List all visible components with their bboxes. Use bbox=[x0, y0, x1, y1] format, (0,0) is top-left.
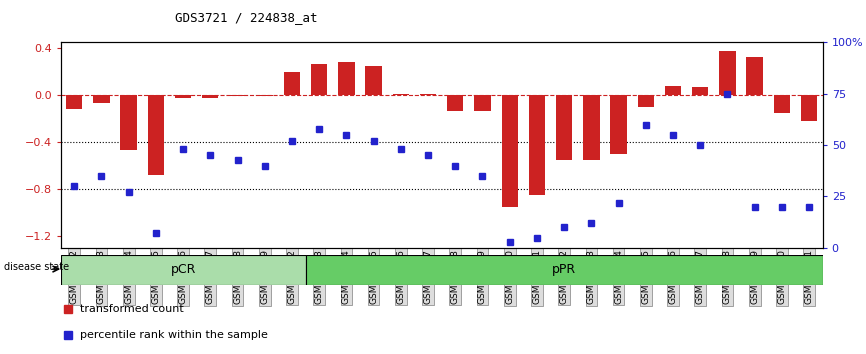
Bar bbox=[773, 95, 790, 113]
Text: percentile rank within the sample: percentile rank within the sample bbox=[80, 330, 268, 340]
Bar bbox=[801, 95, 818, 121]
Text: GDS3721 / 224838_at: GDS3721 / 224838_at bbox=[175, 11, 318, 24]
Bar bbox=[94, 95, 110, 103]
Bar bbox=[556, 95, 572, 160]
Text: transformed count: transformed count bbox=[80, 304, 184, 314]
Bar bbox=[447, 95, 463, 110]
Bar bbox=[501, 95, 518, 207]
Bar bbox=[746, 57, 763, 95]
Bar bbox=[611, 95, 627, 154]
Bar bbox=[311, 64, 327, 95]
Bar bbox=[529, 95, 545, 195]
Bar bbox=[475, 95, 491, 110]
Bar bbox=[120, 95, 137, 150]
Text: pPR: pPR bbox=[552, 263, 576, 276]
Bar bbox=[665, 86, 682, 95]
Text: pCR: pCR bbox=[171, 263, 196, 276]
Bar bbox=[284, 72, 301, 95]
Text: disease state: disease state bbox=[4, 262, 69, 272]
FancyBboxPatch shape bbox=[306, 255, 823, 285]
Bar bbox=[229, 95, 246, 96]
Bar bbox=[66, 95, 82, 109]
FancyBboxPatch shape bbox=[61, 255, 306, 285]
Bar bbox=[392, 94, 409, 95]
Bar bbox=[420, 94, 436, 95]
Bar bbox=[583, 95, 599, 160]
Bar bbox=[692, 87, 708, 95]
Bar bbox=[202, 95, 218, 98]
Bar bbox=[637, 95, 654, 107]
Bar bbox=[256, 95, 273, 96]
Bar bbox=[148, 95, 164, 175]
Bar bbox=[175, 95, 191, 98]
Bar bbox=[365, 66, 382, 95]
Bar bbox=[339, 62, 354, 95]
Bar bbox=[720, 51, 735, 95]
